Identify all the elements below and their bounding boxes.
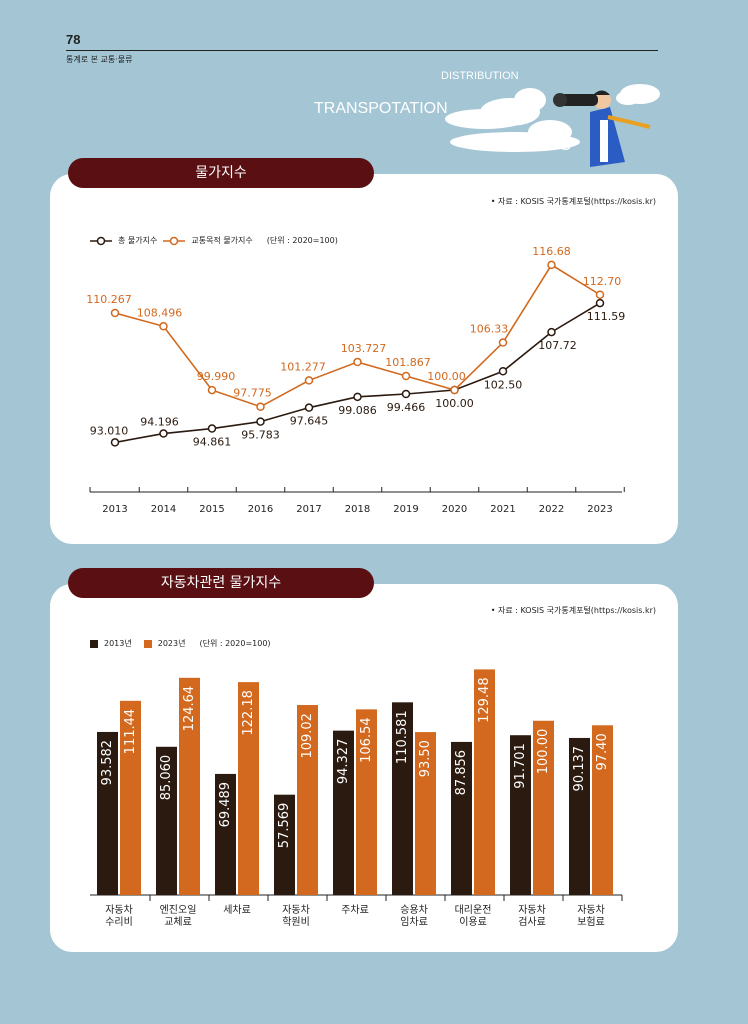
legend-label-2023: 2023년 [157,639,186,648]
auto-price-source: • 자료 : KOSIS 국가통계포털(https://kosis.kr) [490,606,656,615]
legend-unit: (단위 : 2020=100) [199,639,271,648]
auto-price-legend: 2013년 2023년 (단위 : 2020=100) [90,638,271,649]
hero-illustration: DISTRIBUTION TRANSPOTATION STATISTICS [300,62,680,172]
price-index-legend: 총 물가지수 교통목적 물가지수 (단위 : 2020=100) [90,235,338,246]
hero-word-distribution: DISTRIBUTION [441,70,519,82]
legend-label-2013: 2013년 [104,639,132,648]
legend-swatch-2013-icon [90,639,98,648]
legend-label-total: 총 물가지수 [118,236,158,245]
header-rule [66,50,658,51]
legend-label-transport: 교통목적 물가지수 [191,236,253,245]
page-number: 78 [66,32,81,47]
price-index-card [50,174,678,544]
legend-line-dark-icon [90,236,112,245]
person-telescope-icon [553,90,651,167]
price-index-source: • 자료 : KOSIS 국가통계포털(https://kosis.kr) [490,197,656,206]
auto-price-banner: 자동차관련 물가지수 [68,568,374,598]
cloud-illustration [445,84,660,152]
legend-unit: (단위 : 2020=100) [266,236,338,245]
page-subtitle: 통계로 본 교통·물류 [66,55,133,64]
legend-line-orange-icon [163,236,186,245]
hero-word-transportation: TRANSPOTATION [314,100,448,117]
hero-word-statistics: STATISTICS [470,134,572,154]
legend-swatch-2023-icon [143,639,152,648]
price-index-banner: 물가지수 [68,158,374,188]
